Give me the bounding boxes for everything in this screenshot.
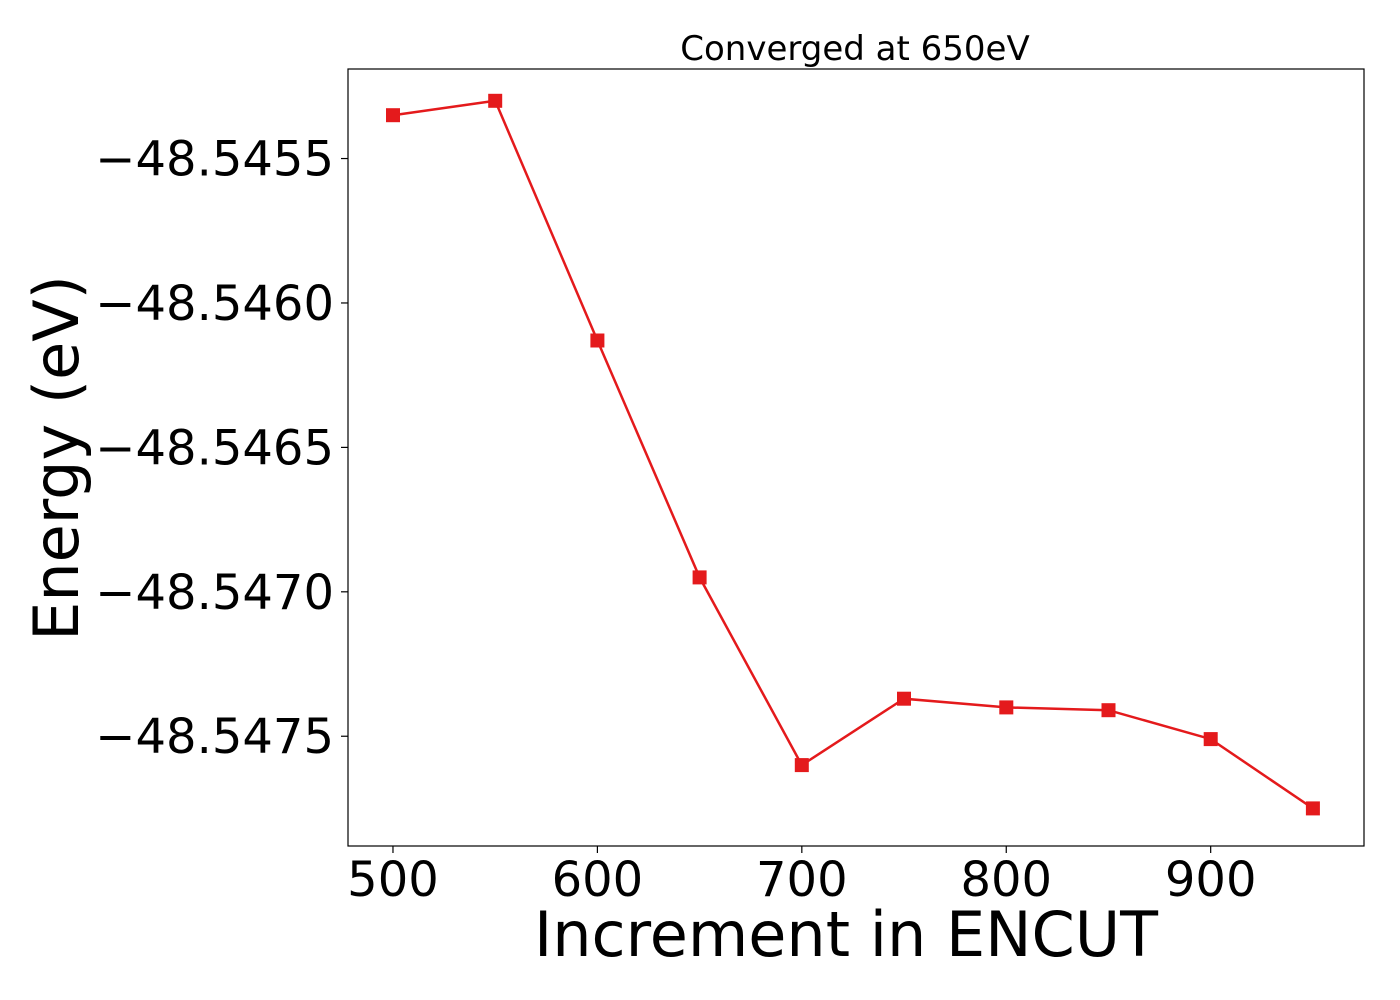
x-tick-label: 600 xyxy=(552,852,644,908)
data-point-marker xyxy=(794,758,809,773)
data-point-marker xyxy=(1203,732,1218,747)
data-point-marker xyxy=(692,570,707,585)
chart-title: Converged at 650eV xyxy=(680,29,1029,69)
y-tick-label: −48.5465 xyxy=(95,420,334,476)
y-axis: −48.5455 −48.5460 −48.5465 −48.5470 −48.5475 xyxy=(95,132,348,765)
y-tick-label: −48.5470 xyxy=(95,565,334,621)
y-tick-label: −48.5460 xyxy=(95,276,334,332)
data-point-marker xyxy=(386,108,400,123)
x-axis: 500 600 700 800 900 xyxy=(347,846,1256,908)
data-point-marker xyxy=(999,700,1014,715)
series-line xyxy=(392,99,1314,810)
y-tick-label: −48.5475 xyxy=(95,709,334,765)
y-axis-label: Energy (eV) xyxy=(20,275,93,641)
data-point-marker xyxy=(1101,703,1116,718)
plot-frame xyxy=(347,68,1365,847)
x-tick-label: 800 xyxy=(960,852,1052,908)
data-point-marker xyxy=(590,333,605,348)
data-point-marker xyxy=(897,691,911,706)
x-tick-label: 500 xyxy=(347,852,439,908)
series-layer xyxy=(386,93,1320,816)
y-tick-label: −48.5455 xyxy=(95,132,334,188)
data-point-marker xyxy=(488,93,503,108)
x-tick-label: 900 xyxy=(1165,852,1257,908)
x-tick-label: 700 xyxy=(756,852,848,908)
data-point-marker xyxy=(1305,801,1320,816)
x-axis-label: Increment in ENCUT xyxy=(534,898,1159,971)
